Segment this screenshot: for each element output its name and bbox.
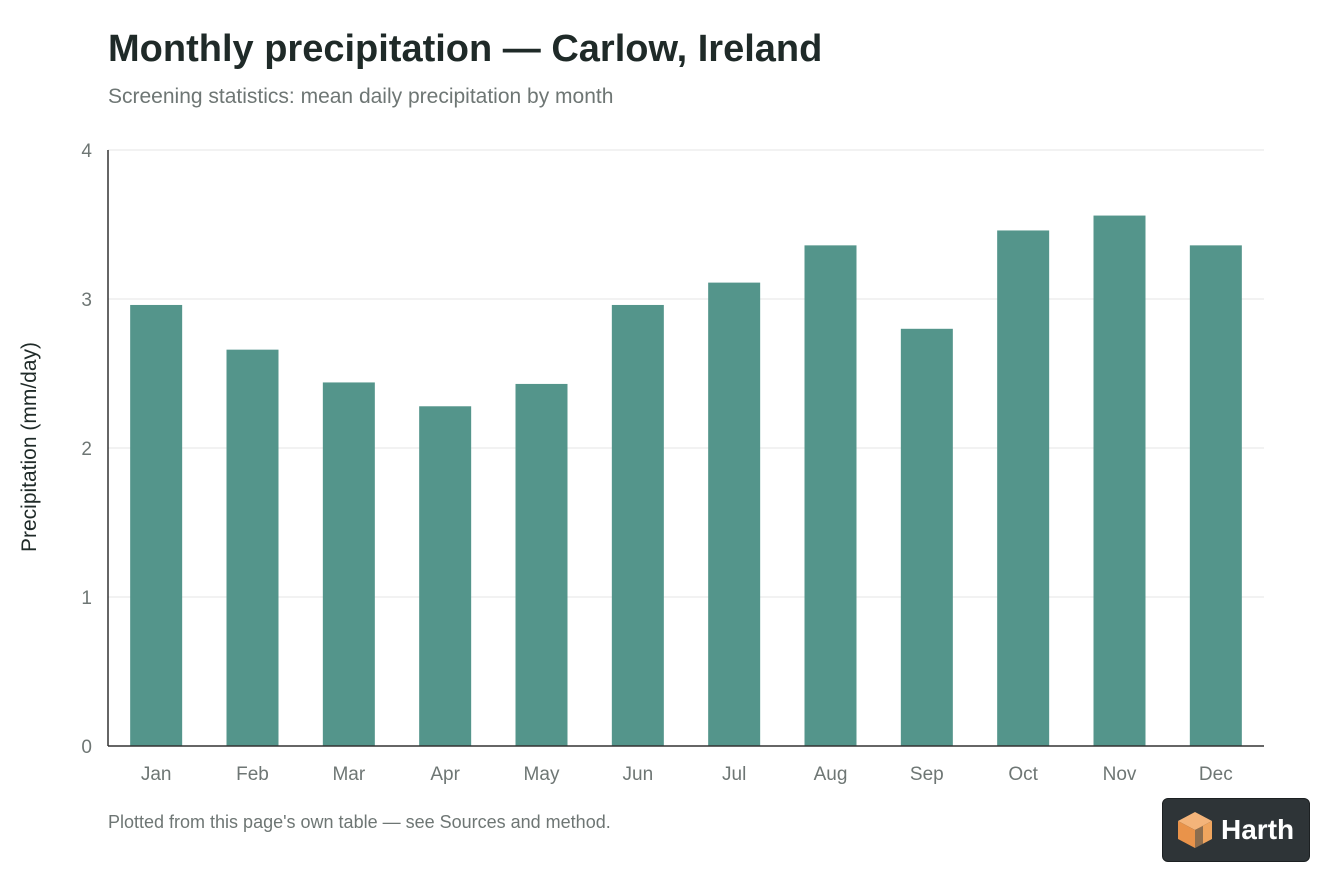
x-tick-label: Jun — [623, 764, 654, 785]
bar-mar — [322, 382, 375, 746]
bar-oct — [997, 230, 1050, 746]
bar-may — [515, 383, 568, 746]
bar-apr — [419, 406, 472, 746]
bar-aug — [804, 245, 857, 747]
y-tick-label: 3 — [81, 290, 92, 311]
y-tick-label: 2 — [81, 439, 92, 460]
x-tick-label: Jul — [722, 764, 746, 785]
bar-nov — [1093, 215, 1146, 746]
x-tick-label: Dec — [1199, 764, 1233, 785]
x-tick-label: May — [524, 764, 560, 785]
x-tick-label: Apr — [430, 764, 460, 785]
chart-title: Monthly precipitation — Carlow, Ireland — [108, 28, 823, 70]
x-tick-label: Mar — [332, 764, 365, 785]
cube-logo-icon — [1178, 812, 1212, 848]
y-tick-label: 4 — [81, 141, 92, 162]
y-tick-label: 1 — [81, 588, 92, 609]
x-tick-label: Jan — [141, 764, 172, 785]
x-tick-label: Nov — [1103, 764, 1137, 785]
x-tick-label: Sep — [910, 764, 944, 785]
chart-subtitle: Screening statistics: mean daily precipi… — [108, 85, 614, 108]
bar-jan — [130, 304, 183, 746]
bars — [130, 215, 1242, 747]
bar-sep — [900, 328, 953, 746]
harth-logo[interactable]: Harth — [1162, 798, 1310, 862]
y-axis-label: Precipitation (mm/day) — [18, 342, 41, 552]
bar-jul — [708, 282, 761, 746]
y-tick-label: 0 — [81, 737, 92, 758]
footnote: Plotted from this page's own table — see… — [108, 812, 611, 832]
x-tick-label: Aug — [814, 764, 848, 785]
x-tick-label: Feb — [236, 764, 269, 785]
x-tick-label: Oct — [1008, 764, 1038, 785]
bar-dec — [1189, 245, 1242, 747]
bar-feb — [226, 349, 279, 746]
logo-text: Harth — [1221, 814, 1295, 845]
axes — [107, 150, 1264, 747]
tick-labels: 0 1 2 3 4 Jan Feb Mar Apr May Jun Jul Aug Sep Oct Nov De… — [81, 141, 1232, 785]
bar-jun — [611, 304, 664, 746]
grid-lines — [108, 149, 1264, 598]
